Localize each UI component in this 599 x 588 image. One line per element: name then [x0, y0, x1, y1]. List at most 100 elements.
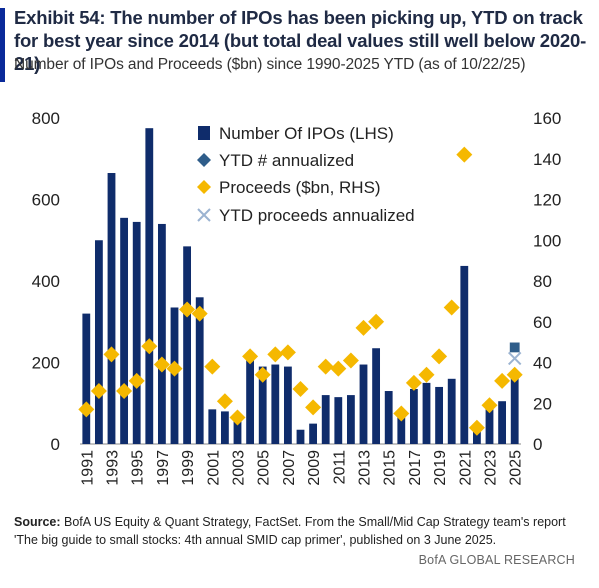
x-tick-label: 2001: [205, 450, 222, 486]
ipo-bar: [384, 391, 393, 444]
y-right-tick-label: 40: [533, 354, 552, 373]
proceeds-point: [141, 338, 158, 355]
proceeds-point: [481, 397, 498, 414]
proceeds-point: [242, 348, 259, 365]
x-tick-label: 2013: [357, 450, 374, 486]
source-label: Source:: [14, 515, 61, 529]
legend-label: YTD proceeds annualized: [219, 206, 415, 225]
x-tick-label: 2005: [256, 450, 273, 486]
y-left-tick-label: 600: [32, 191, 60, 210]
x-tick-label: 1997: [155, 450, 172, 486]
proceeds-point: [418, 366, 435, 383]
ipo-bar: [246, 358, 255, 444]
ipo-bar: [472, 431, 481, 444]
ipo-bar: [120, 217, 129, 444]
ipo-bar: [510, 372, 519, 444]
ipo-bar: [258, 366, 267, 444]
x-tick-label: 2017: [407, 450, 424, 486]
ipo-bar: [397, 413, 406, 444]
legend-swatch-ipo-count: [198, 126, 210, 140]
ipo-bar: [422, 382, 431, 444]
legend-label: Number Of IPOs (LHS): [219, 124, 394, 143]
proceeds-point: [292, 380, 309, 397]
proceeds-point: [153, 356, 170, 373]
proceeds-point: [216, 393, 233, 410]
ipo-bar: [296, 429, 305, 444]
y-right-tick-label: 80: [533, 272, 552, 291]
y-right-tick-label: 60: [533, 313, 552, 332]
y-left-tick-label: 400: [32, 272, 60, 291]
x-tick-label: 2003: [231, 450, 248, 486]
proceeds-point: [330, 360, 347, 377]
ipo-bar: [485, 401, 494, 444]
x-tick-label: 1995: [130, 450, 147, 486]
proceeds-point: [506, 366, 523, 383]
ipo-bar: [233, 415, 242, 444]
legend-swatch-ytd-annualized: [197, 153, 211, 167]
source-text: BofA US Equity & Quant Strategy, FactSet…: [14, 515, 566, 547]
ipo-bar: [372, 348, 381, 444]
proceeds-point: [279, 344, 296, 361]
legend-label: YTD # annualized: [219, 151, 354, 170]
x-tick-label: 2021: [457, 450, 474, 486]
page-subtitle: Number of IPOs and Proceeds ($bn) since …: [14, 56, 526, 73]
proceeds-point: [494, 372, 511, 389]
ipo-bar: [208, 409, 217, 444]
proceeds-point: [116, 383, 133, 400]
proceeds-point: [456, 146, 473, 163]
ipo-bar: [157, 223, 166, 444]
ipo-bar: [283, 366, 292, 444]
ipo-bar: [145, 128, 154, 444]
proceeds-point: [204, 358, 221, 375]
proceeds-point: [468, 419, 485, 436]
proceeds-point: [78, 401, 95, 418]
ipo-bar: [82, 313, 91, 444]
ipo-bar: [132, 221, 141, 444]
x-tick-label: 2007: [281, 450, 298, 486]
x-tick-label: 1993: [105, 450, 122, 486]
ipo-bar: [183, 246, 192, 444]
ipo-bar: [359, 364, 368, 444]
y-right-tick-label: 0: [533, 435, 542, 454]
ipo-bar: [309, 423, 318, 444]
y-right-tick-label: 120: [533, 191, 561, 210]
x-tick-label: 1999: [180, 450, 197, 486]
y-left-tick-label: 800: [32, 109, 60, 128]
ipo-bar: [346, 395, 355, 444]
page-title: Exhibit 54: The number of IPOs has been …: [14, 7, 587, 74]
x-tick-label: 2011: [331, 450, 348, 485]
ipo-bar: [447, 378, 456, 444]
ipo-bar: [435, 386, 444, 444]
ipo-bar: [195, 297, 204, 444]
proceeds-point: [191, 305, 208, 322]
x-tick-label: 2009: [306, 450, 323, 486]
ytd-proceeds-annualized-marker: [507, 351, 522, 366]
proceeds-point: [128, 372, 145, 389]
legend-swatch-ytd-proceeds-annualized: [197, 208, 211, 222]
proceeds-point: [431, 348, 448, 365]
ytd-ipo-annualized-marker: [509, 342, 520, 353]
proceeds-point: [443, 299, 460, 316]
footer-brand: BofA GLOBAL RESEARCH: [418, 553, 575, 567]
ipo-bar: [94, 240, 103, 444]
proceeds-point: [305, 399, 322, 416]
ipo-bar: [409, 388, 418, 444]
proceeds-point: [254, 366, 271, 383]
x-tick-label: 2023: [483, 450, 500, 486]
ipo-bar: [334, 397, 343, 444]
y-right-tick-label: 140: [533, 150, 561, 169]
source-note: Source: BofA US Equity & Quant Strategy,…: [14, 513, 589, 549]
ipo-bar: [271, 364, 280, 444]
proceeds-point: [317, 358, 334, 375]
x-tick-label: 2019: [432, 450, 449, 486]
title-accent-bar: [0, 8, 5, 82]
proceeds-point: [393, 405, 410, 422]
proceeds-point: [342, 352, 359, 369]
y-left-tick-label: 200: [32, 354, 60, 373]
x-tick-label: 1991: [79, 450, 96, 486]
legend-label: Proceeds ($bn, RHS): [219, 178, 381, 197]
legend-swatch-proceeds: [197, 180, 211, 194]
y-left-tick-label: 0: [51, 435, 60, 454]
proceeds-point: [405, 374, 422, 391]
